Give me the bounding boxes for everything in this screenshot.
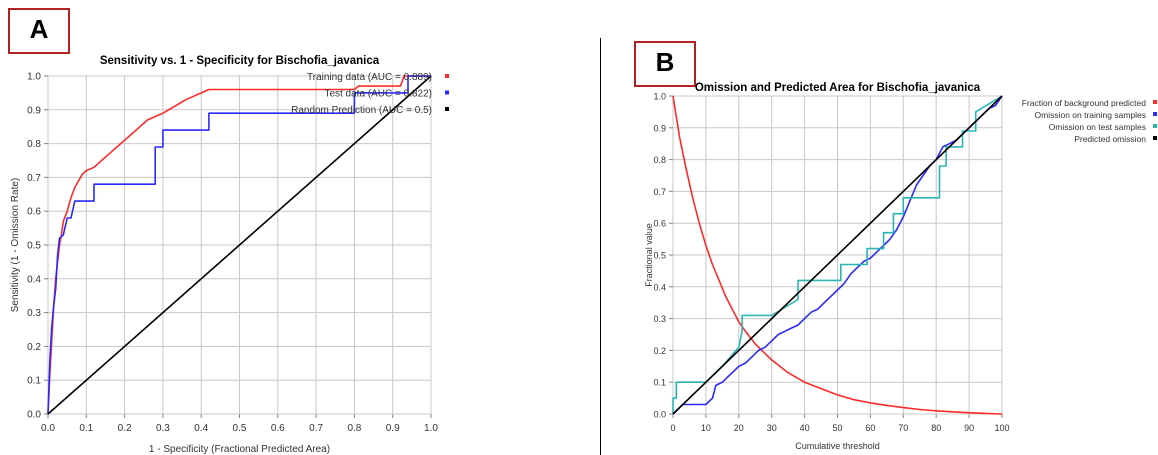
legend-entry: Omission on test samples	[1049, 122, 1146, 132]
x-tick-label: 0.7	[309, 423, 323, 434]
x-tick-label: 1.0	[424, 423, 438, 434]
panel-b-label-box: B	[634, 41, 696, 87]
y-tick-label: 0.7	[653, 187, 666, 197]
y-tick-label: 0.3	[653, 314, 666, 324]
x-tick-label: 0.2	[118, 423, 132, 434]
y-tick-label: 0.6	[653, 219, 666, 229]
y-tick-label: 0.6	[27, 207, 41, 218]
x-tick-label: 50	[832, 423, 842, 433]
legend-swatch	[1153, 124, 1157, 128]
x-tick-label: 20	[734, 423, 744, 433]
y-tick-label: 0.1	[653, 378, 666, 388]
x-tick-label: 0.3	[156, 423, 170, 434]
chart-b: 0 10 20 30 40 50 60 70 80 90 100 0.0 0.1 0.2 0.3 0.4 0.5…	[644, 82, 1157, 451]
x-tick-label: 30	[767, 423, 777, 433]
y-tick-label: 0.8	[27, 139, 41, 150]
panel-a-label-box: A	[8, 8, 70, 54]
y-tick-label: 0.0	[27, 410, 41, 421]
series-line-3	[47, 75, 432, 415]
legend-entry: Omission on training samples	[1035, 110, 1147, 120]
x-tick-label: 10	[701, 423, 711, 433]
y-axis-label: Sensitivity (1 - Omission Rate)	[10, 178, 21, 312]
y-tick-label: 1.0	[653, 92, 666, 102]
chart-title: Sensitivity vs. 1 - Specificity for Bisc…	[100, 55, 380, 67]
x-tick-label: 0.4	[194, 423, 208, 434]
x-tick-label: 100	[994, 423, 1009, 433]
x-axis-label: Cumulative threshold	[795, 441, 880, 451]
x-tick-label: 60	[865, 423, 875, 433]
y-axis-label: Fractional value	[644, 223, 654, 287]
x-tick-label: 0	[670, 423, 675, 433]
x-tick-label: 80	[931, 423, 941, 433]
y-tick-label: 0.2	[27, 342, 41, 353]
x-tick-label: 0.0	[41, 423, 55, 434]
y-tick-label: 0.5	[653, 251, 666, 261]
legend-swatch	[445, 107, 449, 111]
legend-swatch	[445, 74, 449, 78]
y-tick-label: 0.4	[653, 282, 666, 292]
y-tick-label: 0.5	[27, 241, 41, 252]
series-line-2	[47, 75, 431, 415]
y-tick-label: 0.8	[653, 155, 666, 165]
legend-entry: Training data (AUC = 0.889)	[307, 72, 432, 83]
y-tick-label: 0.9	[653, 123, 666, 133]
legend-entry: Predicted omission	[1074, 134, 1146, 144]
y-tick-label: 1.0	[27, 72, 41, 83]
y-tick-label: 0.7	[27, 173, 41, 184]
x-tick-label: 70	[898, 423, 908, 433]
y-tick-label: 0.3	[27, 308, 41, 319]
y-tick-label: 0.9	[27, 105, 41, 116]
series-line-4	[672, 95, 1003, 415]
legend-swatch	[1153, 100, 1157, 104]
series-line-1	[47, 75, 431, 415]
chart-title: Omission and Predicted Area for Bischofi…	[695, 82, 981, 94]
panel-a-label: A	[29, 14, 49, 44]
legend-swatch	[1153, 136, 1157, 140]
series-line-2	[672, 95, 1003, 415]
x-axis-label: 1 - Specificity (Fractional Predicted Ar…	[149, 444, 330, 455]
x-tick-label: 90	[964, 423, 974, 433]
legend-swatch	[1153, 112, 1157, 116]
panel-divider	[600, 38, 601, 455]
x-tick-label: 0.1	[79, 423, 93, 434]
y-tick-label: 0.4	[27, 274, 41, 285]
legend-entry: Fraction of background predicted	[1022, 98, 1147, 108]
chart-a: 0.0 0.1 0.2 0.3 0.4 0.5 0.6 0.7 0.8 0.9 1.0 0.0 0.1 0…	[10, 55, 449, 455]
legend-entry: Test data (AUC = 0.822)	[324, 89, 432, 100]
y-tick-label: 0.2	[653, 346, 666, 356]
legend-swatch	[445, 90, 449, 95]
x-tick-label: 40	[800, 423, 810, 433]
series-line-1	[672, 95, 1003, 415]
x-tick-label: 0.9	[386, 423, 400, 434]
legend-entry: Random Prediction (AUC = 0.5)	[291, 105, 432, 116]
y-tick-label: 0.1	[27, 376, 41, 387]
x-tick-label: 0.8	[347, 423, 361, 434]
x-tick-label: 0.6	[271, 423, 285, 434]
panel-b-label: B	[655, 47, 675, 77]
y-tick-label: 0.0	[653, 410, 666, 420]
x-tick-label: 0.5	[233, 423, 247, 434]
